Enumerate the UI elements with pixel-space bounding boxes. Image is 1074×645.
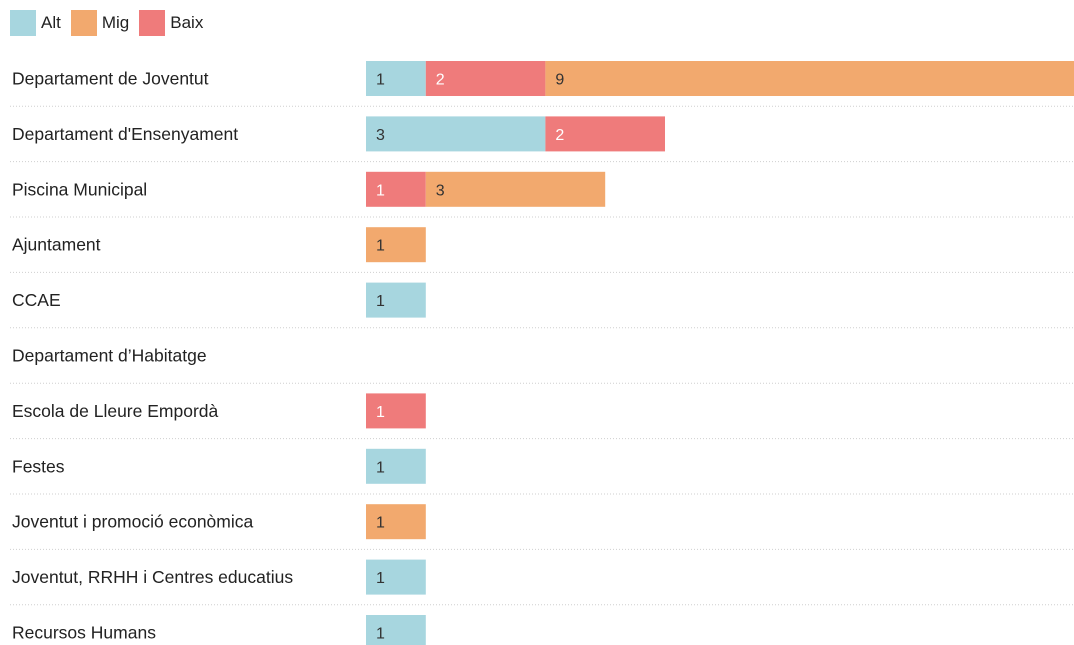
data-label: 1 xyxy=(376,570,385,587)
legend-swatch-mig xyxy=(70,10,97,36)
bar-segment-baix[interactable] xyxy=(545,116,665,152)
legend-label-mig: Mig xyxy=(101,13,130,32)
bar-segment-alt[interactable] xyxy=(366,116,546,152)
category-label: CCAE xyxy=(12,290,61,310)
bar-segment-alt[interactable] xyxy=(366,559,426,595)
data-label: 1 xyxy=(376,515,385,532)
legend-label-alt: Alt xyxy=(41,13,61,32)
legend-label-baix: Baix xyxy=(170,13,204,32)
data-label: 1 xyxy=(376,459,385,476)
data-label: 1 xyxy=(376,626,385,643)
bar-segment-baix[interactable] xyxy=(425,61,546,96)
data-label: 2 xyxy=(436,72,445,89)
chart-legend: Alt Mig Baix xyxy=(10,10,213,36)
data-label: 9 xyxy=(555,72,564,89)
bar-segment-mig[interactable] xyxy=(425,171,606,207)
data-label: 2 xyxy=(555,127,564,144)
category-label: Piscina Municipal xyxy=(12,179,147,199)
data-label: 1 xyxy=(376,404,385,421)
data-label: 1 xyxy=(376,293,385,310)
category-label: Departament d’Habitatge xyxy=(12,346,207,366)
data-label: 3 xyxy=(436,182,445,199)
bar-segment-alt[interactable] xyxy=(366,615,426,645)
legend-item-baix[interactable]: Baix xyxy=(139,10,203,36)
category-label: Joventut i promoció econòmica xyxy=(12,512,253,532)
bar-segment-mig[interactable] xyxy=(366,504,426,540)
category-label: Escola de Lleure Empordà xyxy=(12,401,218,421)
category-label: Festes xyxy=(12,456,65,476)
category-label: Departament d'Ensenyament xyxy=(12,124,238,144)
category-label: Recursos Humans xyxy=(12,623,156,643)
category-label: Ajuntament xyxy=(12,235,101,255)
legend-swatch-baix xyxy=(139,10,166,36)
category-label: Joventut, RRHH i Centres educatius xyxy=(12,567,293,587)
bar-segment-mig[interactable] xyxy=(366,227,426,263)
category-label: Departament de Joventut xyxy=(12,69,209,89)
data-label: 1 xyxy=(376,72,385,89)
legend-item-mig[interactable]: Mig xyxy=(70,10,130,36)
bar-segment-alt[interactable] xyxy=(366,61,426,96)
legend-swatch-alt xyxy=(10,10,36,36)
data-label: 1 xyxy=(376,182,385,199)
bar-segment-alt[interactable] xyxy=(366,448,426,484)
data-label: 1 xyxy=(376,238,385,255)
legend-item-alt[interactable]: Alt xyxy=(10,10,61,36)
bar-segment-baix[interactable] xyxy=(366,393,426,429)
data-label: 3 xyxy=(376,127,385,144)
bar-segment-baix[interactable] xyxy=(366,171,426,207)
bar-segment-mig[interactable] xyxy=(545,61,1074,96)
bar-segment-alt[interactable] xyxy=(366,282,426,318)
